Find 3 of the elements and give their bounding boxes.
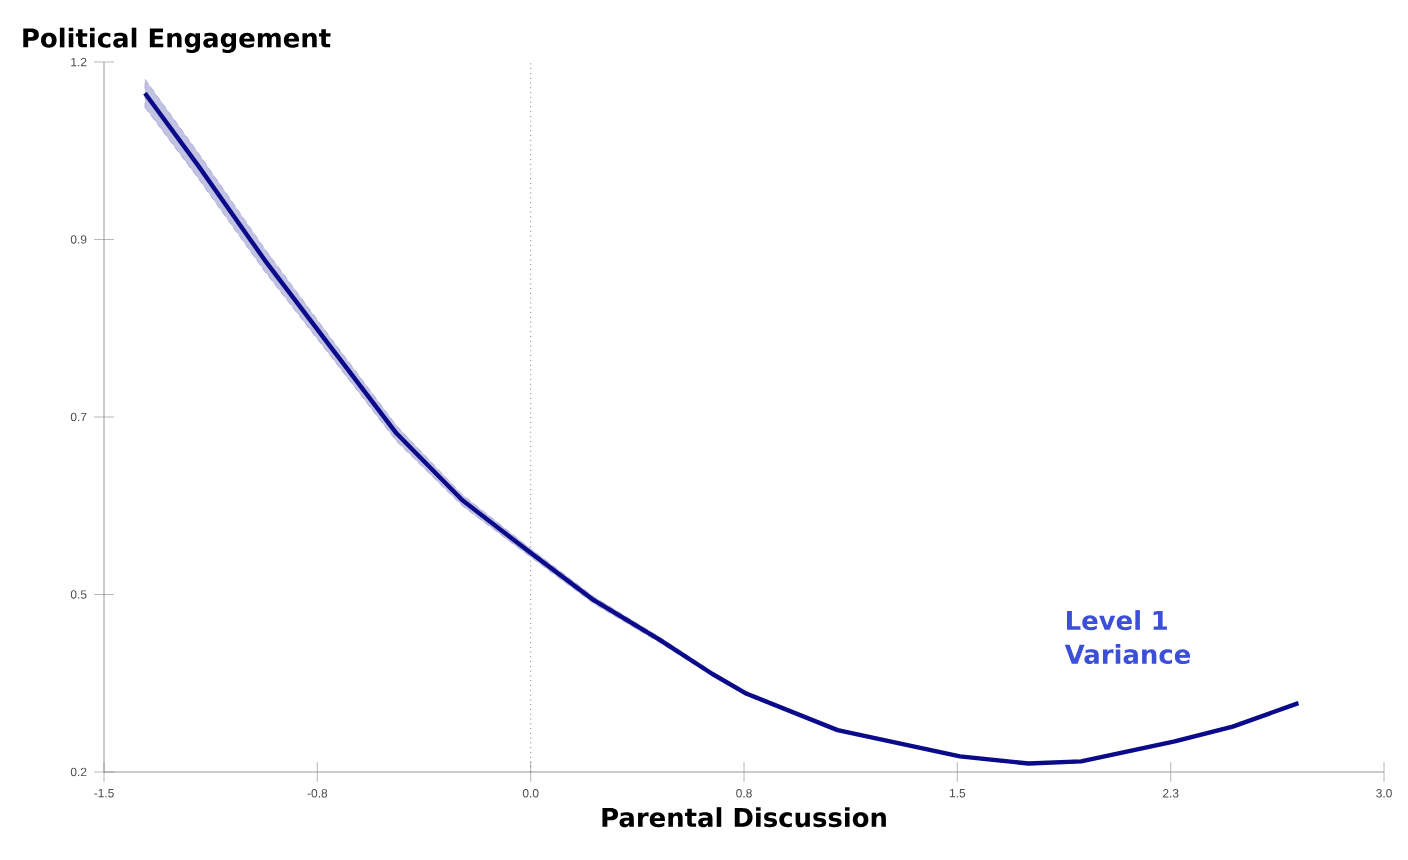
y-axis-title: Political Engagement: [23, 27, 331, 53]
annotation: Level 1 Variance: [1064, 610, 1191, 665]
x-axis-title: Parental Discussion: [602, 807, 886, 828]
